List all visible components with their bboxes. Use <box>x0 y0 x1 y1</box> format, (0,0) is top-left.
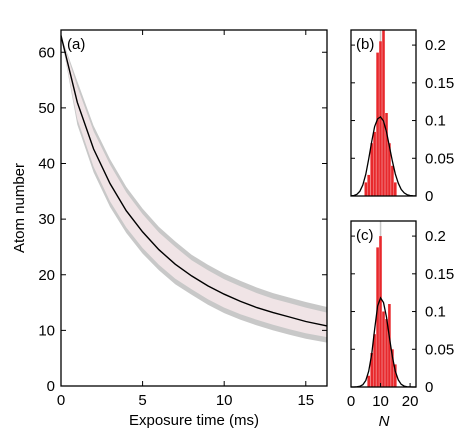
panel-b-fit-curve <box>350 116 417 197</box>
y-tick-label: 10 <box>38 322 55 339</box>
histogram-bar <box>385 113 388 196</box>
histogram-bar <box>370 143 373 196</box>
panel-c-label: (c) <box>356 227 374 244</box>
histogram-bar <box>391 165 394 196</box>
panel-a-x-axis-label: Exposure time (ms) <box>129 412 259 429</box>
y-tick-label: 60 <box>38 44 55 61</box>
fit-curve <box>60 35 328 327</box>
y-tick-label: 0.1 <box>425 304 446 321</box>
panel-c-x-axis-label: N <box>379 413 390 430</box>
histogram-bar <box>391 349 394 387</box>
y-tick-label: 0.15 <box>425 266 454 283</box>
y-tick-label: 0.2 <box>425 228 446 245</box>
band-outer-area <box>61 35 327 343</box>
y-tick-label: 0 <box>425 188 433 205</box>
histogram-bar <box>364 182 368 196</box>
fit-line <box>60 35 328 327</box>
fit-curve-line <box>350 116 417 197</box>
y-tick-label: 0.2 <box>425 37 446 54</box>
y-tick-label: 0 <box>425 379 433 396</box>
y-tick-label: 0 <box>47 378 55 395</box>
panel-c-fit-curve <box>351 296 416 388</box>
panel-a-label: (a) <box>67 36 85 53</box>
panel-a-frame <box>60 29 328 387</box>
histogram-bar <box>373 334 376 387</box>
histogram-bar <box>385 319 388 387</box>
histogram-bar <box>388 143 391 196</box>
panel-c-bars <box>367 236 397 387</box>
y-tick-label: 0.15 <box>425 75 454 92</box>
histogram-bar <box>370 353 373 387</box>
x-tick-label: 20 <box>402 393 419 410</box>
histogram-bar <box>367 375 370 387</box>
panel-a-exposure-decay: 0 5 10 15 0 10 20 30 40 50 60 (a) Exposure time (m… <box>11 29 328 429</box>
histogram-bar <box>379 236 382 387</box>
panel-a-y-axis-label: Atom number <box>11 163 28 253</box>
x-tick-label: 10 <box>216 392 233 409</box>
fit-curve-line <box>351 296 416 388</box>
y-tick-label: 50 <box>38 100 55 117</box>
panel-b-label: (b) <box>356 36 374 53</box>
x-tick-label: 5 <box>138 392 146 409</box>
x-tick-label: 0 <box>347 393 355 410</box>
histogram-bar <box>394 182 397 196</box>
y-tick-label: 40 <box>38 156 55 173</box>
panel-c-histogram: 0 0.05 0.1 0.15 0.2 0 10 20 (c) N <box>347 220 454 430</box>
y-tick-label: 20 <box>38 267 55 284</box>
histogram-bar <box>382 30 385 196</box>
histogram-bar <box>379 41 382 196</box>
y-tick-label: 0.05 <box>425 341 454 358</box>
y-tick-label: 30 <box>38 211 55 228</box>
histogram-bar <box>367 174 370 196</box>
panel-c-ticks: 0 0.05 0.1 0.15 0.2 0 10 20 <box>347 228 454 410</box>
x-tick-label: 10 <box>372 393 389 410</box>
histogram-bar <box>376 247 379 387</box>
panel-b-bars <box>364 30 397 196</box>
panel-b-ticks: 0 0.05 0.1 0.15 0.2 <box>351 37 454 205</box>
histogram-bar <box>388 304 391 387</box>
panel-b-histogram: 0 0.05 0.1 0.15 0.2 (b) <box>350 29 454 205</box>
panel-a-ticks: 0 5 10 15 0 10 20 30 40 50 60 <box>38 30 327 409</box>
y-tick-label: 0.1 <box>425 113 446 130</box>
x-tick-label: 15 <box>297 392 314 409</box>
x-tick-label: 0 <box>57 392 65 409</box>
histogram-bar <box>376 52 379 196</box>
panel-c-frame <box>350 220 417 388</box>
y-tick-label: 0.05 <box>425 150 454 167</box>
histogram-bar <box>394 364 397 387</box>
histogram-bar <box>373 131 376 196</box>
uncertainty-band-outer <box>61 35 327 343</box>
histogram-bar <box>382 311 385 387</box>
panel-b-frame <box>350 29 417 197</box>
